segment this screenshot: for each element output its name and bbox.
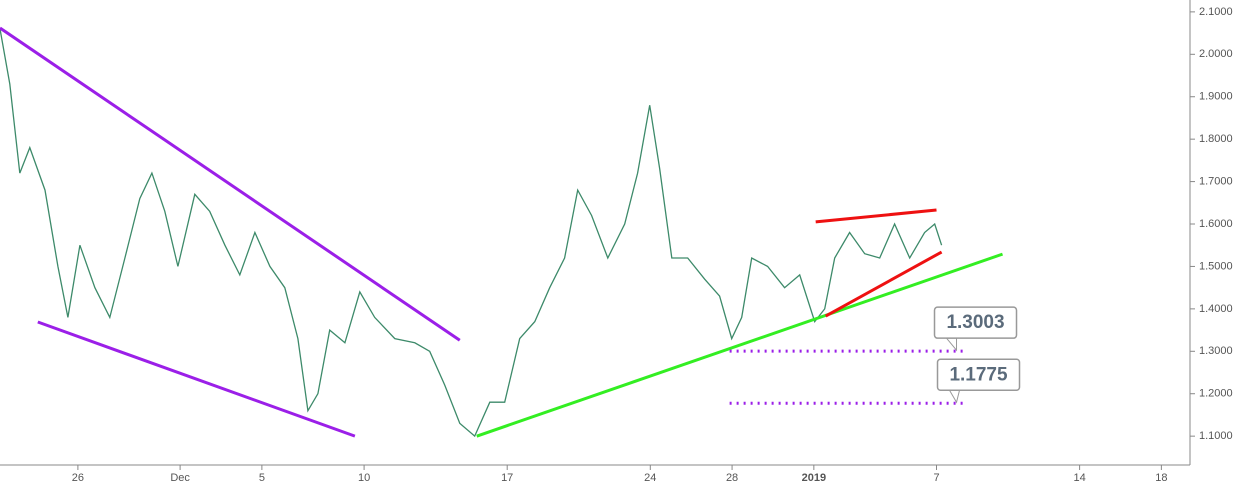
- y-tick-label: 1.5000: [1199, 260, 1233, 272]
- callout-pointer: [948, 389, 961, 404]
- x-tick-label: 18: [1155, 472, 1167, 484]
- price-line: [0, 28, 943, 438]
- y-tick-label: 1.4000: [1199, 303, 1233, 315]
- y-tick-label: 1.9000: [1199, 91, 1233, 103]
- callout-label: 1.3003: [946, 312, 1004, 333]
- callout-label: 1.1775: [949, 364, 1008, 385]
- x-tick-label: 17: [501, 472, 513, 484]
- y-tick-label: 1.8000: [1199, 133, 1233, 145]
- trendline: [37, 320, 356, 438]
- y-tick-label: 1.2000: [1199, 388, 1233, 400]
- x-tick-label: 10: [358, 472, 370, 484]
- x-tick-label: 7: [933, 472, 939, 484]
- x-tick-label: 14: [1073, 472, 1085, 484]
- y-tick-label: 2.1000: [1199, 6, 1233, 18]
- x-tick-label: 5: [259, 472, 265, 484]
- callout-box: [933, 306, 1018, 339]
- x-tick-label: 2019: [802, 472, 826, 484]
- x-tick-label: 26: [72, 472, 84, 484]
- trendline: [824, 250, 943, 318]
- trendline: [0, 26, 461, 342]
- x-tick-label: 24: [644, 472, 656, 484]
- x-tick-label: Dec: [170, 472, 190, 484]
- y-tick-label: 1.6000: [1199, 218, 1233, 230]
- y-tick-label: 2.0000: [1199, 48, 1233, 60]
- callout-pointer: [945, 337, 958, 352]
- trendline: [815, 208, 937, 224]
- y-tick-label: 1.7000: [1199, 175, 1233, 187]
- y-tick-label: 1.1000: [1199, 430, 1233, 442]
- callout-box: [936, 358, 1021, 392]
- trendline: [476, 252, 1004, 438]
- x-tick-label: 28: [726, 472, 738, 484]
- y-tick-label: 1.3000: [1199, 345, 1233, 357]
